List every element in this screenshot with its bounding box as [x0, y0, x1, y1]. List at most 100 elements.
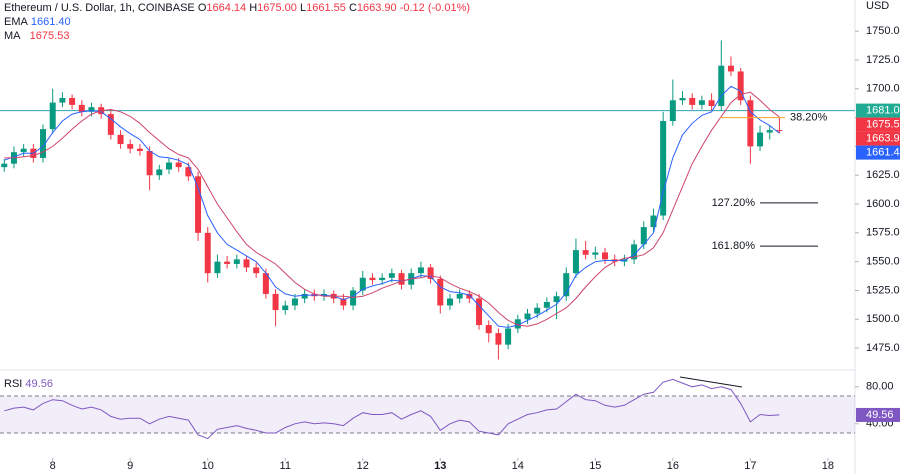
- y-tick-label: 1750.00: [866, 25, 900, 37]
- candle-body: [388, 273, 395, 278]
- currency: USD: [866, 0, 890, 12]
- ma-value: 1675.53: [29, 30, 70, 42]
- candle-body: [301, 293, 308, 299]
- ma-legend: MA 1675.53: [4, 30, 69, 42]
- close-label: C: [348, 2, 357, 14]
- price-tag: [856, 131, 900, 146]
- y-tick-label: 1525.00: [866, 284, 900, 296]
- x-tick-label: 17: [744, 460, 756, 472]
- price-tag-label: 1663.90: [866, 133, 900, 145]
- candle-body: [20, 148, 27, 153]
- y-tick-label: 1600.00: [866, 198, 900, 210]
- candle-body: [233, 259, 240, 264]
- header-ohlc: Ethereum / U.S. Dollar, 1h, COINBASE O16…: [4, 2, 470, 14]
- candle-body: [698, 100, 705, 105]
- candle-body: [291, 298, 298, 306]
- price-tag: [856, 117, 900, 132]
- candle-body: [747, 100, 754, 147]
- rsi-line: [4, 378, 780, 440]
- fib-label: 127.20%: [712, 197, 756, 209]
- candle-body: [669, 100, 676, 122]
- open-label: O: [197, 2, 207, 14]
- candle-body: [640, 227, 647, 245]
- candle-body: [631, 244, 638, 260]
- candle-body: [543, 301, 550, 308]
- candle-body: [456, 293, 463, 299]
- candle-body: [718, 65, 725, 107]
- low-label: L: [299, 2, 307, 14]
- candle-body: [1, 163, 8, 168]
- candle-body: [359, 277, 366, 291]
- candle-body: [524, 313, 531, 320]
- candle-body: [572, 250, 579, 274]
- y-tick-label: 1700.00: [866, 83, 900, 95]
- candle-body: [136, 148, 143, 151]
- candle-body: [117, 134, 124, 145]
- candle-body: [146, 150, 153, 176]
- overlay-line: [4, 91, 780, 327]
- candle-body: [253, 267, 260, 274]
- y-tick-label: 1575.00: [866, 227, 900, 239]
- candle-body: [369, 277, 376, 281]
- candle-body: [417, 267, 424, 274]
- candle-body: [757, 132, 764, 147]
- x-tick-label: 11: [280, 460, 291, 472]
- candle-body: [398, 273, 405, 285]
- candle-body: [563, 273, 570, 297]
- candle-body: [185, 167, 192, 177]
- y-tick-label: 1475.00: [866, 342, 900, 354]
- candle-body: [727, 65, 734, 72]
- change-value: -0.12 (-0.01%): [399, 2, 471, 14]
- candle-body: [582, 250, 589, 255]
- candle-body: [243, 259, 250, 268]
- candle-body: [602, 252, 609, 260]
- candle-body: [282, 305, 289, 311]
- y-tick-label: 1550.00: [866, 256, 900, 268]
- candle-body: [40, 129, 47, 158]
- candle-body: [379, 277, 386, 281]
- ema-value: 1661.40: [30, 16, 71, 28]
- overlay-line: [4, 85, 780, 328]
- candle-body: [650, 215, 657, 228]
- divergence-line: [679, 376, 743, 388]
- low-value: 1661.55: [306, 2, 346, 14]
- candle-body: [514, 319, 521, 329]
- candle-body: [156, 169, 163, 176]
- high-label: H: [249, 2, 258, 14]
- x-tick-label: 14: [512, 460, 524, 472]
- candle-body: [107, 114, 114, 135]
- candle-body: [214, 261, 221, 274]
- candle-body: [592, 252, 599, 255]
- candle-body: [340, 298, 347, 306]
- candle-body: [689, 97, 696, 105]
- candle-body: [78, 104, 85, 112]
- candle-body: [59, 97, 66, 103]
- high-value: 1675.00: [257, 2, 297, 14]
- close-value: 1663.90: [356, 2, 397, 14]
- candle-body: [427, 267, 434, 279]
- price-tag: [856, 145, 900, 160]
- rsi-tag-label: 49.56: [866, 409, 894, 421]
- fib-label: 161.80%: [712, 240, 756, 252]
- candle-body: [737, 71, 744, 101]
- x-tick-label: 9: [127, 460, 133, 472]
- candle-body: [776, 130, 783, 132]
- candle-body: [204, 232, 211, 274]
- rsi-label: RSI: [4, 378, 23, 390]
- candle-body: [446, 298, 453, 306]
- candle-body: [534, 307, 541, 314]
- candle-body: [127, 144, 134, 149]
- candle-body: [224, 261, 231, 264]
- ema-label: EMA: [4, 16, 28, 28]
- ma-label: MA: [4, 30, 21, 42]
- x-tick-label: 13: [434, 460, 446, 472]
- candle-body: [437, 278, 444, 306]
- candle-body: [476, 298, 483, 326]
- x-tick-label: 15: [589, 460, 601, 472]
- candle-body: [466, 293, 473, 299]
- x-tick-label: 10: [202, 460, 214, 472]
- rsi-legend: RSI 49.56: [4, 378, 53, 390]
- candle-body: [175, 162, 182, 168]
